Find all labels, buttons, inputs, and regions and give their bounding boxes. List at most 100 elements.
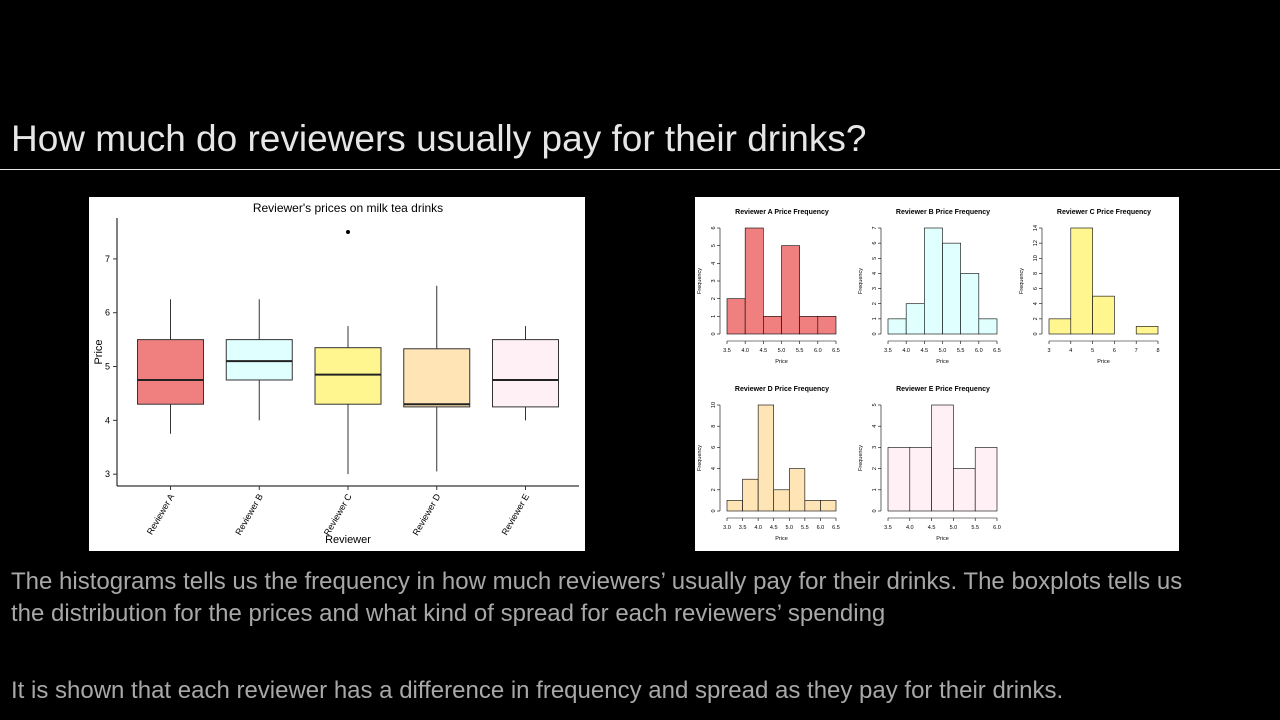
chart-title: Reviewer C Price Frequency [1057, 209, 1151, 216]
y-tick-label: 12 [1033, 240, 1039, 246]
box [137, 339, 204, 405]
paragraph: The histograms tells us the frequency in… [11, 568, 1183, 627]
y-tick-label: 10 [711, 402, 717, 408]
bar [817, 316, 837, 335]
x-tick-label: 6.5 [832, 348, 840, 354]
y-tick-label: 6 [872, 242, 878, 245]
x-tick-label: 4 [1069, 348, 1072, 354]
x-tick-label: 4.5 [928, 525, 936, 531]
y-tick-label: 2 [872, 302, 878, 305]
x-axis-label: Reviewer [325, 534, 371, 546]
chart-title: Reviewer B Price Frequency [896, 209, 990, 216]
y-tick-label: 4 [711, 467, 717, 470]
y-tick-label: 3 [711, 279, 717, 282]
bar [726, 298, 746, 335]
bar [788, 468, 806, 512]
x-tick-label: 6.0 [975, 348, 983, 354]
x-tick-label: 8 [1156, 348, 1159, 354]
x-tick-label: 6.0 [817, 525, 825, 531]
chart-title: Reviewer's prices on milk tea drinks [253, 201, 443, 215]
x-tick-label: 6.0 [814, 348, 822, 354]
y-tick-label: 4 [872, 272, 878, 275]
y-tick-label: 5 [711, 244, 717, 247]
y-tick-label: 2 [1033, 317, 1039, 320]
bar [799, 316, 819, 335]
x-tick-label: 5.0 [939, 348, 947, 354]
x-tick-label: 5.0 [785, 525, 793, 531]
bar [909, 447, 932, 512]
bar [924, 227, 943, 335]
y-axis-label: Frequency [858, 445, 864, 471]
x-axis-label: Price [936, 536, 949, 542]
y-tick-label: 6 [105, 308, 110, 318]
bar [1048, 318, 1072, 335]
x-axis-label: Price [1097, 359, 1110, 365]
box [225, 339, 293, 381]
y-tick-label: 6 [1033, 287, 1039, 290]
x-tick-label: 4.0 [906, 525, 914, 531]
bar [1070, 227, 1093, 335]
y-tick-label: 7 [105, 254, 110, 264]
y-tick-label: 3 [872, 446, 878, 449]
box [403, 348, 471, 408]
y-tick-label: 0 [1033, 332, 1039, 335]
chart-title: Reviewer E Price Frequency [896, 386, 990, 393]
x-tick-label: 3.5 [723, 348, 731, 354]
y-tick-label: 5 [105, 362, 110, 372]
x-tick-label: 3.0 [723, 525, 731, 531]
x-axis-label: Price [775, 359, 788, 365]
bar [905, 303, 925, 335]
y-tick-label: 10 [1033, 255, 1039, 261]
x-tick-label: 4.0 [741, 348, 749, 354]
y-tick-label: 0 [711, 509, 717, 512]
bar [742, 478, 759, 512]
y-tick-label: 1 [872, 488, 878, 491]
y-tick-label: 8 [1033, 272, 1039, 275]
bar [960, 273, 980, 335]
y-axis-label: Price [93, 339, 105, 364]
x-tick-label: 4.5 [770, 525, 778, 531]
slide-title: How much do reviewers usually pay for th… [11, 118, 867, 159]
y-tick-label: 4 [105, 415, 110, 425]
x-tick-label: 5 [1091, 348, 1094, 354]
box [492, 339, 559, 408]
bar [804, 500, 821, 512]
bar [726, 500, 743, 512]
x-tick-label: 5.5 [971, 525, 979, 531]
y-tick-label: 4 [872, 425, 878, 428]
y-tick-label: 2 [711, 297, 717, 300]
y-tick-label: 1 [711, 315, 717, 318]
bar [773, 489, 790, 512]
bar [887, 318, 907, 335]
y-tick-label: 2 [872, 467, 878, 470]
x-tick-label: 7 [1135, 348, 1138, 354]
y-tick-label: 8 [711, 425, 717, 428]
bar [1135, 326, 1159, 335]
x-tick-label: 4.5 [760, 348, 768, 354]
y-tick-label: 6 [711, 446, 717, 449]
paragraph: It is shown that each reviewer has a dif… [11, 677, 1064, 704]
x-tick-label: 3.5 [739, 525, 747, 531]
x-axis-label: Price [775, 536, 788, 542]
bar [887, 447, 911, 512]
x-tick-label: 3 [1047, 348, 1050, 354]
x-tick-label: 3.5 [884, 348, 892, 354]
x-tick-label: 6.5 [993, 348, 1001, 354]
x-axis-label: Price [936, 359, 949, 365]
x-tick-label: 5.5 [796, 348, 804, 354]
x-tick-label: 5.5 [801, 525, 809, 531]
y-tick-label: 4 [1033, 302, 1039, 305]
box [314, 347, 382, 405]
y-tick-label: 14 [1033, 225, 1039, 231]
y-axis-label: Frequency [858, 268, 864, 294]
bar [820, 500, 837, 512]
bar [931, 404, 954, 512]
y-tick-label: 0 [872, 509, 878, 512]
x-tick-label: 3.5 [884, 525, 892, 531]
y-tick-label: 3 [872, 287, 878, 290]
x-tick-label: 6 [1113, 348, 1116, 354]
x-tick-label: 5.0 [950, 525, 958, 531]
x-tick-label: 4.5 [921, 348, 929, 354]
outlier [346, 229, 350, 234]
